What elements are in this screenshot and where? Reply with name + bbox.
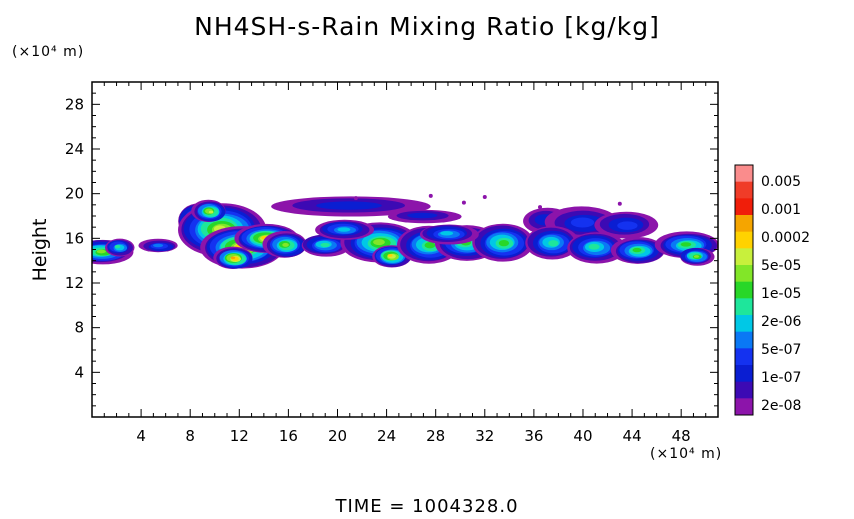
colorbar-label: 0.001 xyxy=(761,202,801,218)
colorbar-swatch xyxy=(735,381,753,399)
contour-blob xyxy=(617,221,638,230)
y-tick-label: 12 xyxy=(65,274,84,292)
colorbar-swatch xyxy=(735,215,753,233)
contour-speck xyxy=(617,201,622,206)
contour-blob xyxy=(680,242,692,247)
colorbar-label: 1e-07 xyxy=(761,370,801,386)
colorbar-label: 1e-05 xyxy=(761,286,801,302)
axis-ticks xyxy=(92,82,718,417)
contour-blob xyxy=(153,243,164,248)
colorbar-label: 0.0002 xyxy=(761,230,810,246)
colorbar-swatch xyxy=(735,248,753,266)
x-tick-labels: 4 8 12 16 20 24 28 32 36 40 44 48 xyxy=(136,427,690,445)
colorbar-swatch xyxy=(735,398,753,416)
colorbar-swatch xyxy=(735,165,753,183)
contour-blob xyxy=(693,255,700,258)
x-tick-label: 4 xyxy=(136,427,146,445)
colorbar-swatch xyxy=(735,315,753,333)
colorbar-swatch xyxy=(735,348,753,366)
x-tick-label: 16 xyxy=(279,427,298,445)
x-tick-label: 24 xyxy=(377,427,396,445)
colorbar-swatch xyxy=(735,365,753,383)
colorbar-label: 2e-06 xyxy=(761,314,801,330)
contour-blob xyxy=(320,242,330,248)
y-tick-label: 24 xyxy=(65,140,84,158)
colorbar-swatch xyxy=(735,281,753,299)
colorbar-label: 0.005 xyxy=(761,174,801,190)
y-tick-label: 16 xyxy=(65,229,84,247)
colorbar-label: 5e-05 xyxy=(761,258,801,274)
contour-blob xyxy=(282,242,289,247)
contour-blob xyxy=(407,212,438,219)
contour-blob xyxy=(387,254,393,257)
contour-speck xyxy=(482,195,487,200)
y-tick-label: 8 xyxy=(74,319,84,337)
colorbar-swatch xyxy=(735,298,753,316)
x-tick-label: 48 xyxy=(672,427,691,445)
contour-blob xyxy=(114,244,121,249)
mixing-ratio-field xyxy=(92,193,718,269)
contour-blob xyxy=(230,256,236,260)
contour-blob xyxy=(208,210,214,214)
contour-speck xyxy=(461,200,466,205)
y-tick-labels: 4 8 12 16 20 24 28 xyxy=(65,95,84,381)
x-unit-label: (×10⁴ m) xyxy=(650,446,723,462)
y-tick-label: 4 xyxy=(74,363,84,381)
contour-speck xyxy=(353,196,358,201)
colorbar-frame xyxy=(734,164,754,416)
contour-blob xyxy=(337,227,351,232)
colorbar-swatch xyxy=(735,265,753,283)
time-label: TIME = 1004328.0 xyxy=(335,496,519,517)
contour-blob xyxy=(373,239,385,246)
colorbar-swatch xyxy=(735,181,753,199)
contour-blob xyxy=(632,247,642,253)
colorbar-label: 2e-08 xyxy=(761,398,801,414)
contour-blob xyxy=(570,217,595,228)
colorbar-swatch xyxy=(735,231,753,249)
x-tick-label: 20 xyxy=(328,427,347,445)
x-tick-label: 32 xyxy=(475,427,494,445)
x-tick-label: 8 xyxy=(185,427,195,445)
contour-blob xyxy=(440,231,454,236)
x-tick-label: 36 xyxy=(524,427,543,445)
contour-blob xyxy=(588,243,600,250)
y-tick-label: 20 xyxy=(65,185,84,203)
contour-blob xyxy=(424,242,436,249)
contour-blob xyxy=(316,201,382,210)
x-tick-label: 28 xyxy=(426,427,445,445)
colorbar-swatch xyxy=(735,331,753,349)
contour-blob xyxy=(548,240,559,247)
colorbar-swatch xyxy=(735,198,753,216)
y-axis-label: Height xyxy=(29,219,51,282)
y-tick-label: 28 xyxy=(65,95,84,113)
x-tick-label: 40 xyxy=(573,427,592,445)
contour-speck xyxy=(538,205,543,210)
chart-title: NH4SH-s-Rain Mixing Ratio [kg/kg] xyxy=(194,12,660,41)
x-tick-label: 12 xyxy=(230,427,249,445)
contour-blob xyxy=(498,239,510,247)
colorbar: 0.005 0.001 0.0002 5e-05 1e-05 2e-06 5e-07 1e-0… xyxy=(734,164,810,416)
colorbar-label: 5e-07 xyxy=(761,342,801,358)
contour-blob xyxy=(96,249,106,254)
contour-speck xyxy=(428,193,433,198)
x-tick-label: 44 xyxy=(623,427,642,445)
y-unit-label: (×10⁴ m) xyxy=(12,44,85,60)
